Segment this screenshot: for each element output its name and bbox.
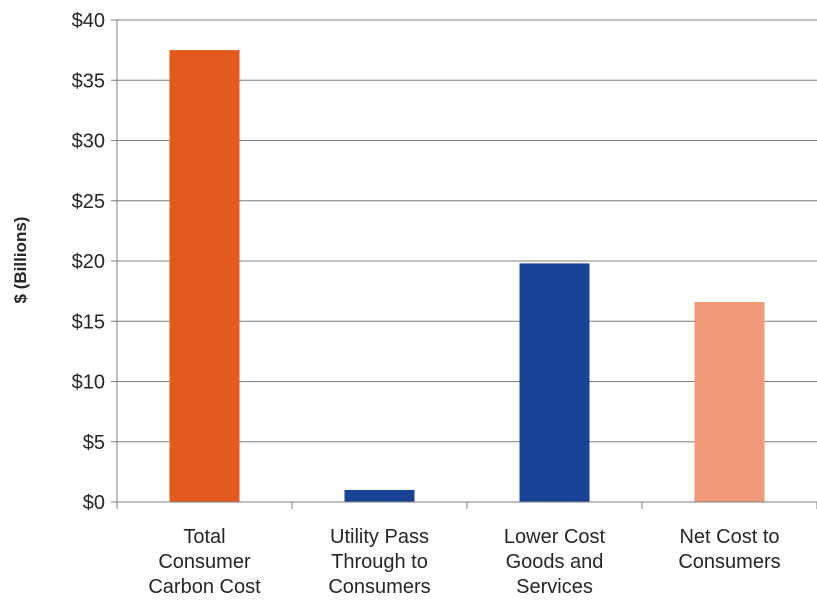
category-label-line: Goods and	[506, 551, 604, 573]
y-axis-title: $ (Billions)	[11, 217, 30, 304]
bar	[694, 301, 765, 502]
category-label-line: Consumers	[678, 551, 780, 573]
category-label-line: Through to	[331, 551, 428, 573]
category-label-line: Services	[516, 576, 593, 598]
y-tick-label: $15	[72, 311, 105, 333]
axes	[116, 20, 817, 509]
y-tick-label: $10	[72, 372, 105, 394]
category-label: Total Consumer Carbon Cost	[148, 526, 261, 598]
bars	[169, 50, 765, 502]
category-label-line: Carbon Cost	[148, 576, 261, 598]
bar	[169, 50, 240, 502]
category-label-line: Consumer	[158, 551, 251, 573]
y-tick-label: $35	[72, 70, 105, 92]
bar	[344, 489, 415, 502]
y-tick-label: $25	[72, 191, 105, 213]
category-label-line: Consumers	[328, 576, 430, 598]
bar	[519, 263, 590, 502]
y-tick-label: $0	[83, 492, 105, 514]
y-tick-label: $30	[72, 131, 105, 153]
category-label-line: Utility Pass	[330, 526, 429, 548]
category-label-line: Total	[183, 526, 225, 548]
y-tick-label: $5	[83, 432, 105, 454]
category-label: Utility Pass Through to Consumers	[328, 526, 430, 598]
category-label-line: Lower Cost	[504, 526, 606, 548]
category-label: Net Cost to Consumers	[678, 526, 780, 573]
y-tick-labels: $0 $5 $10 $15 $20 $25 $30 $35 $40	[72, 10, 105, 514]
category-label-line: Net Cost to	[679, 526, 779, 548]
category-labels: Total Consumer Carbon Cost Utility Pass Thro…	[148, 526, 780, 598]
y-tick-label: $20	[72, 251, 105, 273]
category-label: Lower Cost Goods and Services	[504, 526, 606, 598]
y-tick-label: $40	[72, 10, 105, 32]
